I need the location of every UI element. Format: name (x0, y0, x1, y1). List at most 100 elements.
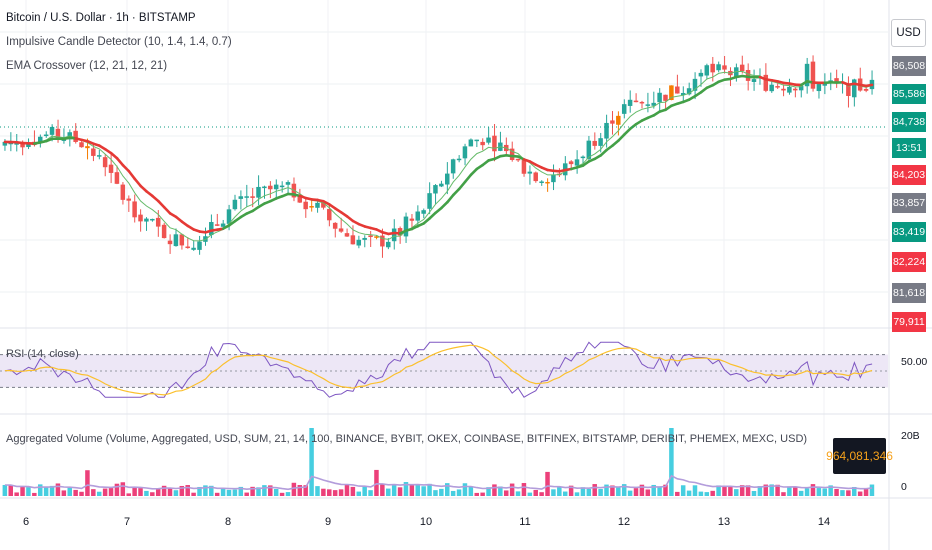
volume-bar (704, 492, 710, 496)
candle-body (238, 196, 244, 199)
volume-ma-line (4, 474, 873, 491)
candle-body (14, 143, 19, 145)
candle-body (167, 240, 173, 245)
candle-body (85, 146, 90, 149)
volume-bar (108, 488, 114, 496)
volume-bar (226, 489, 232, 496)
volume-bar (645, 489, 651, 496)
candle-body (480, 141, 485, 146)
candle-body (515, 158, 521, 161)
candle-body (816, 84, 822, 92)
ema-slow-segment (457, 180, 467, 191)
volume-bar (521, 483, 527, 496)
grid-lines (0, 0, 888, 496)
volume-bar (338, 489, 344, 496)
volume-bar (256, 487, 261, 496)
volume-bar (327, 489, 332, 496)
candle-body (492, 135, 497, 152)
rsi-pane (0, 341, 888, 398)
candle-body (863, 88, 869, 91)
candle-body (273, 184, 279, 190)
volume-bar (751, 490, 757, 496)
volume-bar (557, 487, 562, 496)
volume-bar (444, 483, 450, 496)
candle-body (798, 85, 804, 91)
candle-body (297, 194, 303, 203)
volume-bar (533, 489, 538, 496)
volume-bar (692, 485, 698, 496)
candle-body (327, 209, 332, 221)
volume-bar (2, 484, 8, 496)
candle-body (462, 146, 468, 159)
volume-bar (179, 485, 185, 496)
candle-body (751, 79, 757, 82)
volume-bar (775, 484, 780, 496)
volume-value-badge: 964,081,346 (826, 438, 893, 474)
volume-bar (126, 493, 131, 496)
volume-bar (551, 489, 556, 496)
volume-bar (651, 484, 656, 496)
candle-body (102, 157, 108, 168)
volume-bar (798, 490, 804, 496)
time-axis-label: 9 (324, 516, 332, 528)
volume-bar (291, 482, 297, 496)
volume-bar (161, 485, 167, 496)
candle-body (763, 74, 769, 91)
candle-body (374, 236, 379, 238)
currency-button[interactable]: USD (891, 19, 926, 47)
volume-bar (197, 486, 202, 496)
price-axis-label: 84,738 (892, 112, 926, 132)
time-axis-label: 12 (617, 516, 631, 528)
volume-bar (374, 469, 379, 496)
candle-body (226, 209, 232, 224)
candle-body (616, 115, 621, 125)
ema-slow-segment (151, 194, 160, 203)
volume-bar (616, 487, 621, 496)
ema-slow-segment (451, 187, 461, 197)
volume-bar (562, 491, 568, 496)
volume-bar (834, 488, 839, 496)
candle-body (716, 64, 721, 71)
ema-slow-segment (115, 156, 125, 167)
candle-body (43, 134, 49, 137)
volume-bar (362, 486, 367, 496)
volume-bar (26, 487, 31, 496)
candle-body (179, 234, 185, 246)
candle-body (155, 217, 161, 227)
volume-bar (155, 488, 161, 496)
candle-body (657, 92, 662, 103)
ema-slow-segment (428, 211, 437, 220)
volume-bar (32, 492, 37, 496)
indicator-legend-volume[interactable]: Aggregated Volume (Volume, Aggregated, U… (6, 433, 808, 445)
ema-slow-segment (121, 163, 131, 173)
indicator-legend-ema[interactable]: EMA Crossover (12, 21, 12, 21) (6, 60, 168, 72)
price-axis-label: 85,586 (892, 84, 926, 104)
ema-slow-segment (133, 177, 142, 188)
candle-body (132, 201, 137, 218)
ema-slow-segment (440, 200, 449, 210)
volume-bar (91, 489, 96, 496)
candle-body (185, 246, 190, 249)
volume-bar (586, 488, 592, 496)
candle-body (621, 104, 627, 114)
candle-body (126, 198, 131, 201)
candle-body (391, 228, 397, 242)
symbol-title[interactable]: Bitcoin / U.S. Dollar · 1h · BITSTAMP (6, 12, 196, 24)
volume-bar (657, 486, 662, 496)
volume-bar (421, 486, 426, 496)
candle-body (114, 172, 120, 184)
volume-bar (816, 488, 822, 496)
price-axis-label: 86,508 (892, 56, 926, 76)
indicator-legend-impulsive[interactable]: Impulsive Candle Detector (10, 1.4, 1.4,… (6, 36, 232, 48)
indicator-legend-rsi[interactable]: RSI (14, close) (6, 348, 79, 360)
ema-fast-line (4, 70, 873, 242)
volume-bar (492, 484, 497, 496)
candle-body (173, 234, 179, 247)
candle-body (303, 201, 308, 210)
time-axis-label: 8 (224, 516, 232, 528)
candle-body (822, 82, 828, 86)
volume-bar (244, 492, 249, 496)
volume-bar (545, 471, 550, 496)
